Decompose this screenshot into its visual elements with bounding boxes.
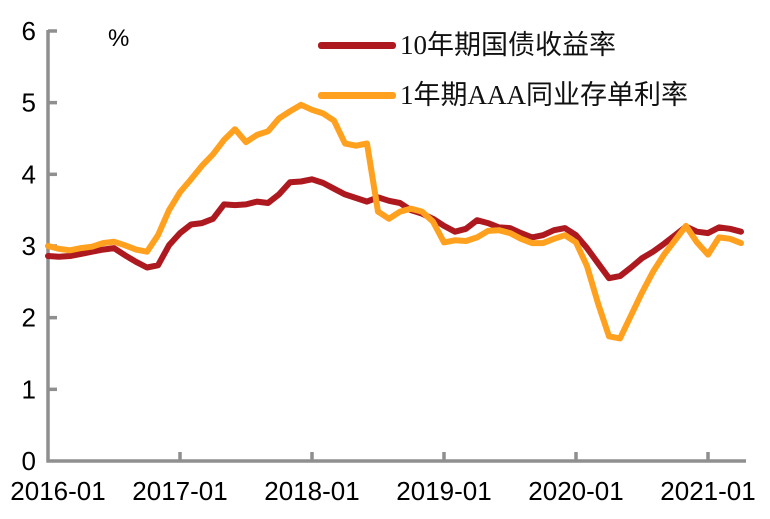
y-axis-tick-label: 1 (22, 374, 36, 404)
series-line-10y-bond (45, 176, 744, 282)
x-axis-tick-label: 2019-01 (396, 476, 491, 506)
y-axis-tick-label: 4 (22, 159, 36, 189)
legend-item-1y-ncd: 1年期AAA同业存单利率 (318, 76, 688, 114)
y-axis-tick-label: 5 (22, 88, 36, 118)
legend-swatch-10y-bond (318, 41, 396, 49)
legend: 10年期国债收益率 1年期AAA同业存单利率 (318, 26, 688, 114)
y-axis-tick-label: 6 (22, 16, 36, 46)
x-axis-tick-label: 2021-01 (660, 476, 755, 506)
y-axis-tick-label: 2 (22, 303, 36, 333)
legend-swatch-1y-ncd (318, 91, 396, 99)
series-line-1y-ncd (45, 101, 744, 342)
y-axis-tick-label: 0 (22, 446, 36, 476)
y-axis-tick-label: 3 (22, 231, 36, 261)
x-axis-tick-label: 2017-01 (132, 476, 227, 506)
y-axis-unit-label: % (108, 25, 129, 52)
legend-label-10y-bond: 10年期国债收益率 (400, 29, 616, 60)
x-axis-tick-label: 2020-01 (528, 476, 623, 506)
x-axis-tick-label: 2016-01 (10, 476, 105, 506)
legend-label-1y-ncd: 1年期AAA同业存单利率 (400, 79, 688, 110)
legend-item-10y-bond: 10年期国债收益率 (318, 26, 688, 64)
x-axis-tick-label: 2018-01 (264, 476, 359, 506)
